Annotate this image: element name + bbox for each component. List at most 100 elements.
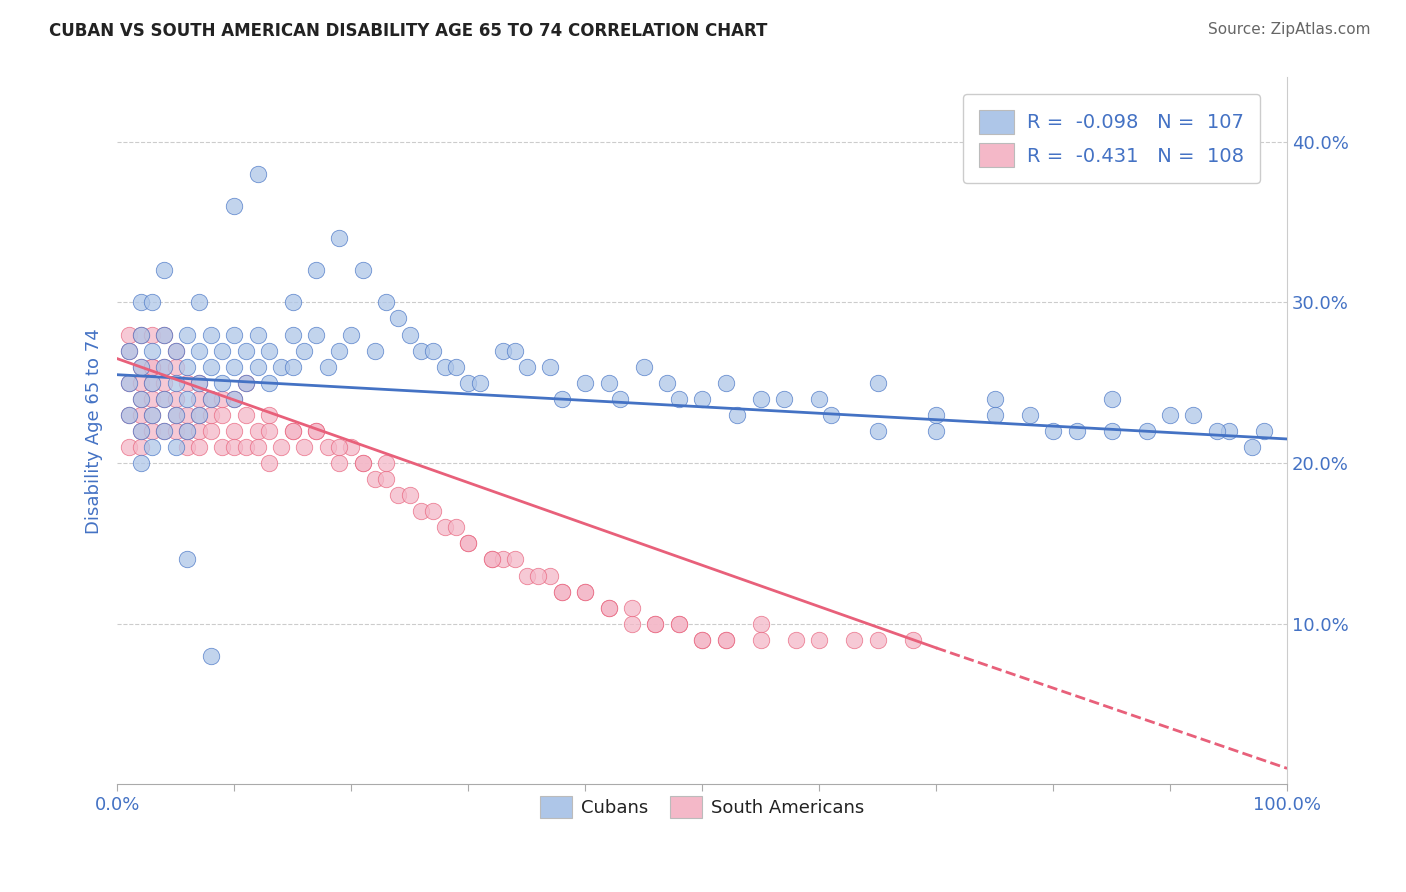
Point [690, 632, 713, 647]
Point [387, 311, 409, 326]
Point [422, 504, 444, 518]
Point [785, 632, 807, 647]
Point [129, 392, 152, 406]
Point [246, 440, 269, 454]
Point [551, 584, 574, 599]
Point [538, 359, 561, 374]
Point [1101, 392, 1123, 406]
Point [352, 456, 374, 470]
Point [387, 488, 409, 502]
Point [153, 327, 176, 342]
Point [235, 343, 257, 358]
Point [866, 632, 889, 647]
Point [188, 440, 211, 454]
Point [808, 632, 831, 647]
Point [153, 424, 176, 438]
Point [153, 376, 176, 390]
Point [118, 408, 141, 422]
Point [1253, 424, 1275, 438]
Point [211, 392, 233, 406]
Point [176, 408, 198, 422]
Point [129, 359, 152, 374]
Point [609, 392, 631, 406]
Point [1218, 424, 1240, 438]
Point [305, 424, 328, 438]
Point [375, 472, 398, 486]
Point [235, 376, 257, 390]
Point [1205, 424, 1227, 438]
Point [481, 552, 503, 566]
Point [305, 424, 328, 438]
Point [259, 456, 281, 470]
Point [165, 424, 187, 438]
Point [141, 295, 163, 310]
Point [481, 552, 503, 566]
Point [925, 408, 948, 422]
Point [129, 408, 152, 422]
Point [176, 392, 198, 406]
Point [363, 343, 385, 358]
Point [165, 392, 187, 406]
Point [983, 392, 1005, 406]
Point [153, 392, 176, 406]
Point [259, 424, 281, 438]
Point [598, 600, 620, 615]
Point [714, 632, 737, 647]
Point [725, 408, 748, 422]
Point [141, 376, 163, 390]
Point [200, 648, 222, 663]
Y-axis label: Disability Age 65 to 74: Disability Age 65 to 74 [86, 328, 103, 533]
Point [270, 359, 292, 374]
Point [200, 392, 222, 406]
Point [188, 408, 211, 422]
Point [714, 376, 737, 390]
Point [551, 584, 574, 599]
Point [129, 327, 152, 342]
Point [118, 408, 141, 422]
Point [165, 343, 187, 358]
Point [188, 392, 211, 406]
Point [668, 616, 690, 631]
Point [773, 392, 796, 406]
Point [200, 359, 222, 374]
Point [200, 424, 222, 438]
Point [574, 584, 596, 599]
Point [141, 392, 163, 406]
Point [235, 408, 257, 422]
Point [352, 456, 374, 470]
Point [328, 343, 350, 358]
Point [224, 392, 246, 406]
Point [246, 327, 269, 342]
Point [153, 263, 176, 277]
Point [141, 376, 163, 390]
Point [492, 552, 515, 566]
Point [292, 440, 315, 454]
Point [246, 424, 269, 438]
Point [983, 408, 1005, 422]
Point [281, 327, 304, 342]
Point [118, 343, 141, 358]
Point [211, 376, 233, 390]
Point [516, 359, 538, 374]
Point [153, 359, 176, 374]
Point [316, 359, 339, 374]
Point [129, 424, 152, 438]
Point [129, 456, 152, 470]
Point [925, 424, 948, 438]
Point [153, 359, 176, 374]
Point [246, 167, 269, 181]
Point [328, 440, 350, 454]
Point [259, 343, 281, 358]
Point [141, 408, 163, 422]
Point [129, 359, 152, 374]
Point [644, 616, 666, 631]
Point [153, 392, 176, 406]
Point [224, 392, 246, 406]
Point [129, 424, 152, 438]
Point [211, 440, 233, 454]
Point [503, 343, 526, 358]
Point [901, 632, 924, 647]
Point [1240, 440, 1263, 454]
Point [375, 456, 398, 470]
Point [340, 327, 363, 342]
